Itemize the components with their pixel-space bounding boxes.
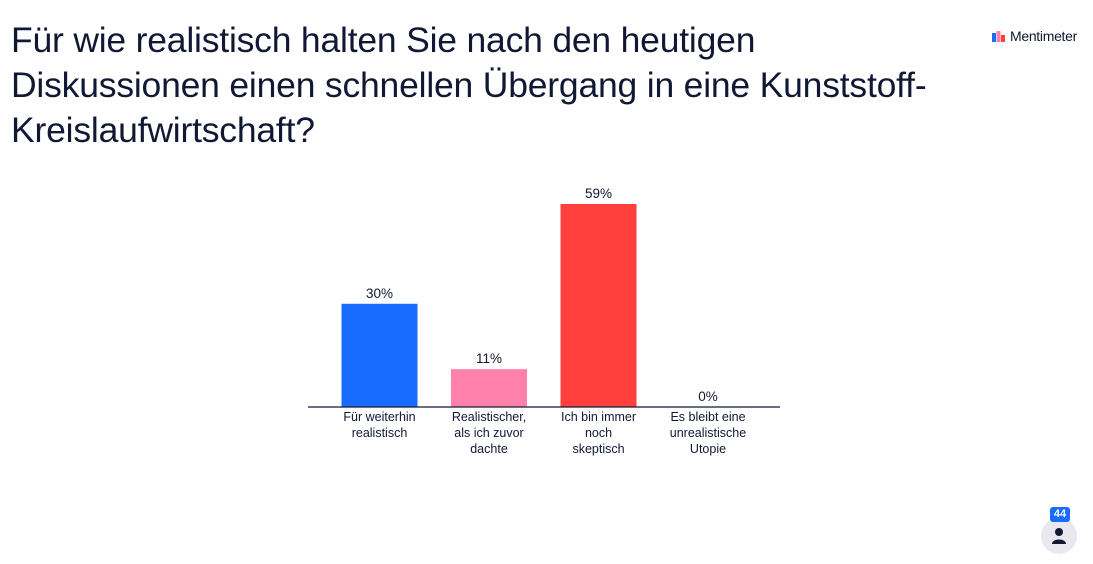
value-label-1: 30% [366, 286, 393, 301]
category-label-2-line-3: dachte [470, 442, 508, 456]
brand-name: Mentimeter [1009, 28, 1077, 44]
mentimeter-brand: Mentimeter [991, 28, 1077, 44]
value-label-2: 11% [476, 351, 502, 366]
category-label-1-line-1: Für weiterhin [343, 410, 415, 424]
participants-button[interactable] [1041, 518, 1077, 554]
category-label-1-line-2: realistisch [352, 426, 408, 440]
bar-3 [560, 204, 637, 407]
bar-2 [451, 369, 527, 407]
category-label-4-line-3: Utopie [690, 442, 726, 456]
labels: 30% Für weiterhin realistisch 11% Realistisc… [343, 186, 746, 456]
bar-1 [341, 303, 418, 407]
mentimeter-logo-icon [991, 30, 1005, 42]
question-title: Für wie realistisch halten Sie nach den … [11, 20, 927, 150]
category-label-4-line-1: Es bleibt eine [670, 410, 745, 424]
participants-counter[interactable]: 44 [1041, 507, 1077, 554]
category-label-2-line-2: als ich zuvor [454, 426, 523, 440]
category-label-4-line-2: unrealistische [670, 426, 746, 440]
value-label-3: 59% [585, 186, 612, 201]
person-icon [1052, 528, 1066, 544]
value-label-4: 0% [698, 389, 718, 404]
category-label-3-line-2: noch [585, 426, 612, 440]
participants-count-badge: 44 [1050, 507, 1070, 522]
bars [341, 204, 637, 407]
category-label-3-line-1: Ich bin immer [561, 410, 636, 424]
category-label-2-line-1: Realistischer, [452, 410, 526, 424]
category-label-3-line-3: skeptisch [572, 442, 624, 456]
